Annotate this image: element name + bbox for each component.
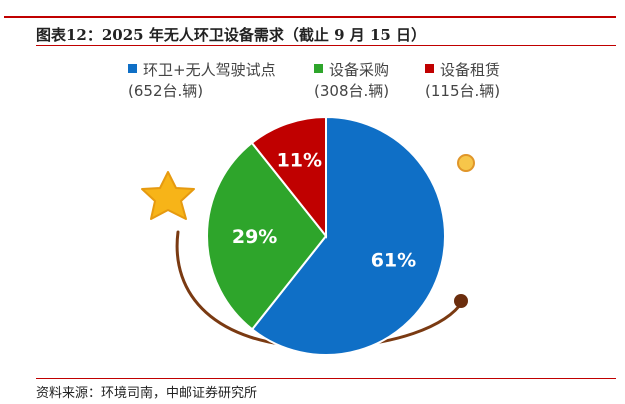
bottom-rule [36,378,616,379]
legend-detail-lease: (115台.辆) [425,82,501,100]
chart-title: 图表12：2025 年无人环卫设备需求（截止 9 月 15 日） [36,26,427,44]
legend-swatch-pilot [128,64,137,73]
star-icon [141,171,195,220]
title-rule [36,45,616,46]
pie-label-lease: 11% [277,150,322,172]
pie-slice-purchase [206,141,328,331]
legend-label-lease: 设备租赁 [440,61,501,79]
legend-label-pilot: 环卫+无人驾驶试点 [143,61,276,79]
decorative-circle [457,154,475,172]
pie-slice-lease [250,115,327,239]
legend-item-pilot: 环卫+无人驾驶试点 (652台.辆) [128,60,276,102]
pie-slice-pilot [250,115,446,356]
legend-detail-purchase: (308台.辆) [314,82,390,100]
legend-swatch-lease [425,64,434,73]
legend-item-purchase: 设备采购 (308台.辆) [314,60,389,102]
legend-detail-pilot: (652台.辆) [128,82,204,100]
legend-label-purchase: 设备采购 [329,61,390,79]
decorative-dot [454,294,468,308]
top-rule [4,16,616,18]
legend-swatch-purchase [314,64,323,73]
legend-item-lease: 设备租赁 (115台.辆) [425,60,500,102]
pie-label-purchase: 29% [232,226,277,248]
source-note: 资料来源：环境司南，中邮证券研究所 [36,386,258,401]
pie-label-pilot: 61% [371,249,416,271]
